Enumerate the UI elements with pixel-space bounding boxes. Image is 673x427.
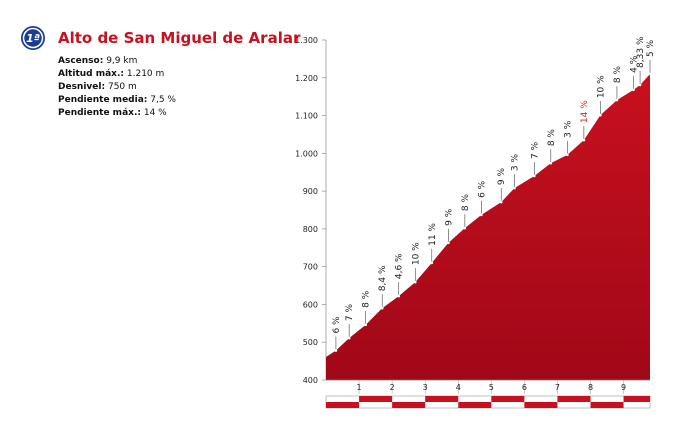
info-block: Ascenso: 9,9 km Altitud máx.: 1.210 m Desn…: [58, 55, 176, 120]
marker-dot: [582, 138, 586, 142]
badge-text: 1ª: [26, 32, 40, 45]
marker-dot: [413, 280, 417, 284]
marker-dot: [549, 161, 553, 165]
y-tick-label: 1.200: [295, 74, 318, 83]
info-line: Altitud máx.: 1.210 m: [58, 68, 176, 81]
y-tick-label: 400: [303, 376, 318, 385]
marker-dot: [447, 241, 450, 245]
km-strip-seg: [491, 396, 525, 402]
marker-dot: [463, 226, 467, 230]
km-strip-seg: [359, 396, 393, 402]
gradient-label: 4 %: [629, 55, 639, 73]
marker-dot: [480, 213, 483, 217]
y-tick-label: 500: [303, 338, 318, 347]
marker-dot: [599, 113, 602, 117]
marker-dot: [334, 349, 338, 352]
km-strip-seg: [623, 396, 650, 402]
x-tick-label: 6: [522, 383, 527, 392]
gradient-label: 8 %: [547, 129, 557, 147]
info-line: Desnivel: 750 m: [58, 81, 176, 94]
gradient-label: 7 %: [530, 141, 540, 159]
gradient-label: 6 %: [332, 316, 342, 334]
gradient-label: 8 %: [362, 290, 372, 308]
info-value: 7,5 %: [150, 95, 176, 105]
km-strip-seg: [425, 396, 459, 402]
marker-dot: [499, 200, 503, 204]
marker-dot: [380, 306, 384, 310]
km-strip-seg: [392, 402, 426, 408]
x-tick-label: 2: [390, 383, 395, 392]
gradient-label: 8 %: [461, 194, 471, 212]
badge-ring: [22, 27, 44, 49]
info-label: Pendiente máx.:: [58, 108, 141, 118]
gradient-label: 6 %: [477, 180, 487, 198]
y-tick-label: 1.000: [295, 149, 318, 158]
x-tick-label: 3: [423, 383, 428, 392]
km-strip-seg: [326, 402, 360, 408]
gradient-label: 3 %: [510, 154, 520, 172]
marker-dot: [430, 261, 434, 265]
km-strip-seg: [557, 396, 591, 402]
x-tick-label: 7: [555, 383, 560, 392]
info-line: Pendiente media: 7,5 %: [58, 94, 176, 107]
km-strip-seg: [590, 402, 624, 408]
gradient-label: 7 %: [345, 303, 355, 321]
gradient-label: 9 %: [444, 208, 454, 226]
y-tick-label: 1.300: [295, 36, 318, 45]
marker-dot: [347, 336, 351, 340]
gradient-label: 14 %: [580, 100, 590, 123]
y-tick-label: 900: [303, 187, 318, 196]
info-line: Pendiente máx.: 14 %: [58, 107, 176, 120]
info-label: Desnivel:: [58, 82, 106, 92]
y-tick-label: 800: [303, 225, 318, 234]
gradient-label: 8,4 %: [378, 265, 388, 291]
info-label: Ascenso:: [58, 56, 104, 66]
info-label: Pendiente media:: [58, 95, 148, 105]
info-label: Altitud máx.:: [58, 69, 124, 79]
gradient-label: 11 %: [428, 223, 438, 246]
y-tick-label: 700: [303, 263, 318, 272]
info-line: Ascenso: 9,9 km: [58, 55, 176, 68]
profile-area: [326, 74, 650, 380]
gradient-label: 10 %: [596, 75, 606, 98]
x-tick-label: 9: [621, 383, 626, 392]
marker-dot: [513, 186, 516, 190]
marker-dot: [648, 72, 652, 76]
title: Alto de San Miguel de Aralar: [58, 29, 301, 47]
y-tick-label: 600: [303, 300, 318, 309]
marker-dot: [638, 83, 642, 87]
x-tick-label: 1: [357, 383, 362, 392]
km-strip-seg: [524, 402, 558, 408]
y-tick-label: 1.100: [295, 112, 318, 121]
marker-dot: [397, 294, 401, 298]
km-strip-seg: [458, 402, 492, 408]
x-tick-label: 8: [588, 383, 593, 392]
gradient-label: 8 %: [613, 65, 623, 83]
gradient-label: 5 %: [646, 39, 656, 57]
x-tick-label: 5: [489, 383, 494, 392]
x-tick-label: 4: [456, 383, 461, 392]
gradient-label: 9 %: [497, 167, 507, 185]
gradient-label: 8,33 %: [636, 36, 646, 68]
badge-circle: [21, 26, 45, 50]
info-value: 1.210 m: [126, 69, 165, 79]
info-value: 14 %: [143, 108, 167, 118]
marker-dot: [615, 98, 619, 102]
gradient-label: 10 %: [411, 242, 421, 265]
gradient-label: 3 %: [563, 120, 573, 138]
marker-dot: [364, 323, 367, 327]
info-value: 9,9 km: [106, 56, 138, 66]
marker-dot: [532, 174, 536, 178]
marker-dot: [566, 153, 569, 157]
marker-dot: [632, 88, 635, 92]
info-value: 750 m: [107, 82, 137, 92]
gradient-label: 4,6 %: [395, 253, 405, 279]
